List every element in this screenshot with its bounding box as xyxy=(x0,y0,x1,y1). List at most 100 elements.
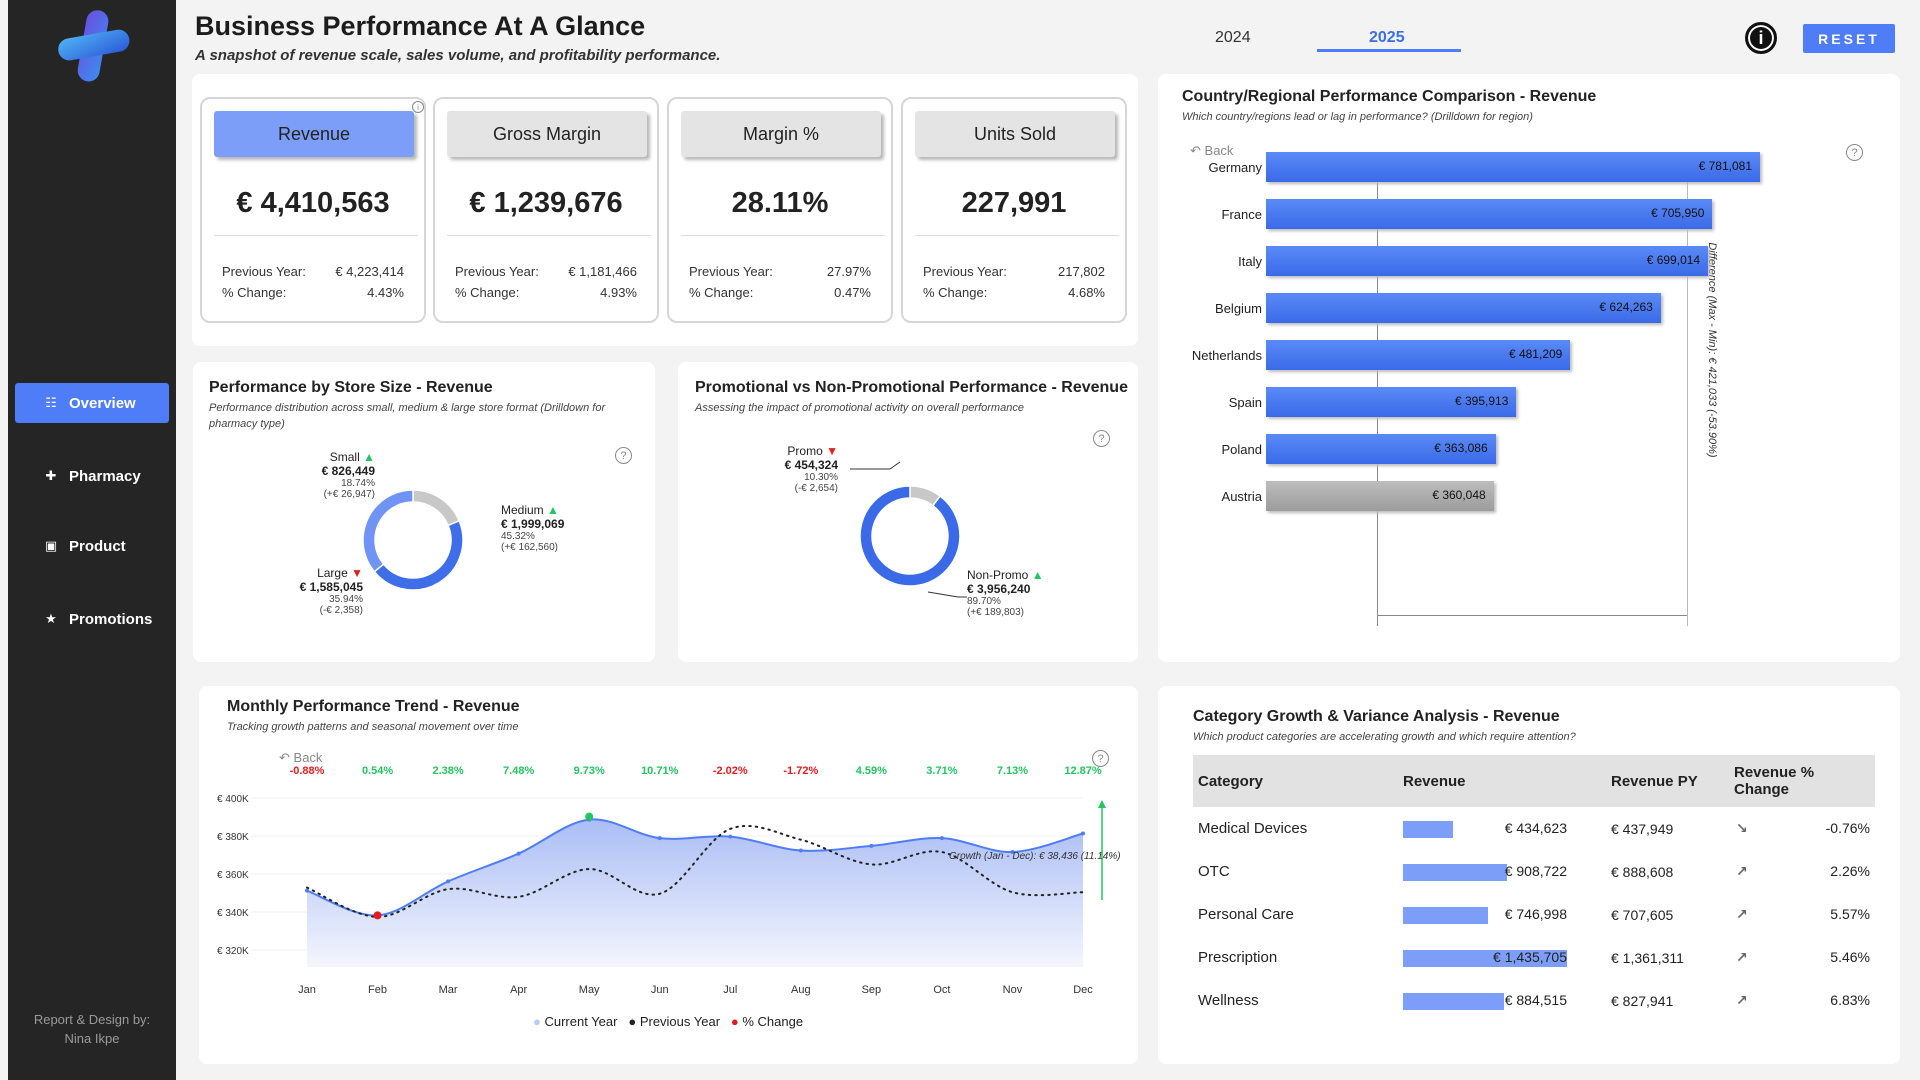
reset-button[interactable]: RESET xyxy=(1803,24,1895,53)
promo-panel: Promotional vs Non-Promotional Performan… xyxy=(678,362,1138,662)
sidebar-item-label: Promotions xyxy=(69,610,153,628)
promo-slice-non-promo[interactable] xyxy=(859,485,961,587)
table-row[interactable]: Medical Devices € 434,623 € 437,949 ↘ -0… xyxy=(1193,807,1875,850)
segment-name: Non-Promo xyxy=(967,568,1029,582)
pct-change-label: 0.54% xyxy=(362,765,393,777)
country-bar[interactable]: € 363,086 xyxy=(1266,434,1496,464)
sidebar-item-overview[interactable]: ☷ Overview xyxy=(15,383,169,423)
kpi-change-label: % Change: xyxy=(923,285,988,300)
revenue-bar xyxy=(1403,820,1453,838)
bar-value-label: € 395,913 xyxy=(1455,394,1509,408)
info-icon[interactable]: i xyxy=(412,101,424,113)
sidebar-item-promotions[interactable]: ★ Promotions xyxy=(15,599,169,639)
country-bar[interactable]: € 781,081 xyxy=(1266,152,1760,182)
column-header[interactable]: Revenue xyxy=(1398,755,1606,807)
divider xyxy=(214,235,418,236)
segment-name: Large xyxy=(317,566,348,580)
table-row[interactable]: Wellness € 884,515 € 827,941 ↗ 6.83% xyxy=(1193,979,1875,1022)
monthly-trend-chart[interactable]: € 400K € 380K € 360K € 340K € 320K Growth (Ja… xyxy=(199,686,1138,1016)
kpi-card: Gross Margin € 1,239,676 Previous Year: €… xyxy=(433,97,659,323)
store-size-slice-medium[interactable] xyxy=(373,519,464,591)
store-size-donut[interactable] xyxy=(353,480,473,600)
kpi-card: Margin % 28.11% Previous Year: 27.97% % C… xyxy=(667,97,893,323)
non-promo-segment-label: Non-Promo ▲ € 3,956,240 89.70% (+€ 189,8… xyxy=(967,568,1044,618)
kpi-select-button[interactable]: Revenue xyxy=(214,111,414,157)
kpi-previous-year-row: Previous Year: € 4,223,414 xyxy=(222,264,404,279)
current-year-point[interactable] xyxy=(446,879,451,884)
back-button[interactable]: ↶ Back xyxy=(1190,143,1233,159)
year-2024-tab[interactable]: 2024 xyxy=(1215,29,1251,46)
kpi-previous-year-row: Previous Year: 217,802 xyxy=(923,264,1105,279)
help-icon[interactable]: ? xyxy=(1093,430,1110,447)
x-tick-label: Feb xyxy=(368,984,387,996)
current-year-point[interactable] xyxy=(869,843,874,848)
category-name: OTC xyxy=(1198,863,1230,880)
current-year-point[interactable] xyxy=(939,836,944,841)
sidebar-item-product[interactable]: ▣ Product xyxy=(15,526,169,566)
store-size-slice-large[interactable] xyxy=(362,489,414,573)
current-year-point[interactable] xyxy=(798,848,803,853)
current-year-line[interactable] xyxy=(306,818,1084,917)
current-year-point[interactable] xyxy=(728,834,733,839)
trend-down-icon: ▼ xyxy=(351,566,363,580)
change-value: 5.57% xyxy=(1830,906,1870,922)
subtitle-line: pharmacy type) xyxy=(209,418,285,430)
x-tick-label: Nov xyxy=(1003,984,1023,996)
current-year-point[interactable] xyxy=(1010,850,1015,855)
country-bar[interactable]: € 395,913 xyxy=(1266,387,1517,417)
column-header[interactable]: Category xyxy=(1193,755,1398,807)
trend-up-icon: ▲ xyxy=(363,450,375,464)
table-row[interactable]: OTC € 908,722 € 888,608 ↗ 2.26% xyxy=(1193,850,1875,893)
pct-change-label: -2.02% xyxy=(713,765,748,777)
kpi-select-button[interactable]: Gross Margin xyxy=(447,111,647,157)
year-2025-tab[interactable]: 2025 xyxy=(1369,29,1405,46)
category-title: Category Growth & Variance Analysis - Re… xyxy=(1193,708,1560,725)
previous-year-line[interactable] xyxy=(306,824,1084,918)
country-bar[interactable]: € 481,209 xyxy=(1266,340,1571,370)
current-year-point[interactable] xyxy=(657,836,662,841)
store-size-slice-small[interactable] xyxy=(412,489,461,527)
table-row[interactable]: Personal Care € 746,998 € 707,605 ↗ 5.57… xyxy=(1193,893,1875,936)
country-bar[interactable]: € 360,048 xyxy=(1266,481,1494,511)
segment-name: Medium xyxy=(501,503,544,517)
trend-title: Monthly Performance Trend - Revenue xyxy=(227,698,520,715)
current-year-point[interactable] xyxy=(516,851,521,856)
sidebar: ☷ Overview ✚ Pharmacy ▣ Product ★ Promot… xyxy=(8,0,176,1080)
help-icon[interactable]: ? xyxy=(615,447,632,464)
revenue-value: € 434,623 xyxy=(1504,819,1567,836)
bar-value-label: € 363,086 xyxy=(1434,441,1488,455)
bar-value-label: € 481,209 xyxy=(1508,347,1563,361)
country-bar[interactable]: € 699,014 xyxy=(1266,246,1709,276)
table-row[interactable]: Prescription € 1,435,705 € 1,361,311 ↗ 5… xyxy=(1193,936,1875,979)
current-year-point[interactable] xyxy=(305,888,309,893)
help-icon[interactable]: ? xyxy=(1846,144,1863,161)
revenue-cell: € 434,623 xyxy=(1398,807,1606,850)
pct-change-label: -0.88% xyxy=(290,765,325,777)
bar-value-label: € 360,048 xyxy=(1432,488,1486,502)
x-tick-label: Jul xyxy=(723,984,737,996)
promo-donut[interactable] xyxy=(850,476,970,596)
back-button[interactable]: ↶ Back xyxy=(279,750,322,766)
trend-panel: Monthly Performance Trend - Revenue Trac… xyxy=(199,686,1138,1064)
kpi-value: 227,991 xyxy=(961,187,1067,219)
kpi-change-label: % Change: xyxy=(455,285,520,300)
max-reference-line xyxy=(1687,170,1688,626)
kpi-select-button[interactable]: Margin % xyxy=(681,111,881,157)
column-header[interactable]: Revenue % Change xyxy=(1729,755,1875,807)
current-year-legend-icon: ● xyxy=(533,1014,541,1029)
help-icon[interactable]: ? xyxy=(1092,750,1109,767)
trend-arrow-icon: ↗ xyxy=(1736,906,1748,922)
sidebar-item-pharmacy[interactable]: ✚ Pharmacy xyxy=(15,456,169,496)
list-icon: ☷ xyxy=(45,395,57,410)
category-subtitle: Which product categories are acceleratin… xyxy=(1193,731,1576,743)
change-value: -0.76% xyxy=(1825,820,1870,836)
country-bar[interactable]: € 624,263 xyxy=(1266,293,1661,323)
bar-value-label: € 705,950 xyxy=(1651,206,1705,220)
country-bar[interactable]: € 705,950 xyxy=(1266,199,1713,229)
info-icon[interactable]: i xyxy=(1745,22,1777,54)
current-year-point[interactable] xyxy=(1081,831,1085,836)
previous-year-legend-icon: ● xyxy=(628,1014,637,1029)
column-header[interactable]: Revenue PY xyxy=(1606,755,1729,807)
kpi-select-button[interactable]: Units Sold xyxy=(915,111,1115,157)
kpi-py-label: Previous Year: xyxy=(923,264,1007,279)
